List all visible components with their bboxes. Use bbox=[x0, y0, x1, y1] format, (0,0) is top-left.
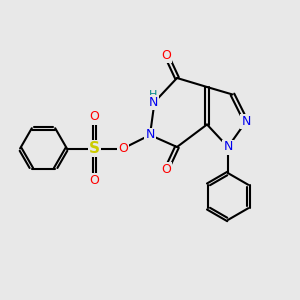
Text: N: N bbox=[223, 140, 233, 154]
Text: O: O bbox=[90, 110, 99, 124]
Text: H: H bbox=[149, 90, 157, 100]
Text: O: O bbox=[118, 142, 128, 155]
Text: O: O bbox=[162, 49, 171, 62]
Text: N: N bbox=[145, 128, 155, 142]
Text: O: O bbox=[162, 163, 171, 176]
Text: N: N bbox=[241, 115, 251, 128]
Text: N: N bbox=[148, 95, 158, 109]
Text: S: S bbox=[89, 141, 100, 156]
Text: O: O bbox=[90, 173, 99, 187]
